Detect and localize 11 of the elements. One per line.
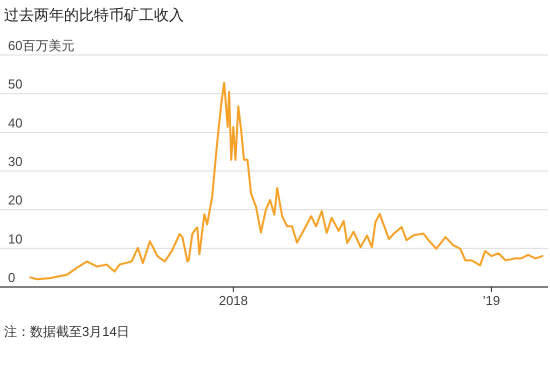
y-tick-label: 20: [8, 192, 22, 208]
y-tick-label: 0: [8, 270, 16, 285]
x-tick-label: ’19: [482, 293, 500, 308]
y-tick-label: 10: [8, 231, 22, 246]
y-tick-label: 60百万美元: [8, 38, 74, 53]
y-tick-label: 50: [8, 76, 22, 92]
chart-title: 过去两年的比特币矿工收入: [4, 7, 184, 24]
y-tick-label: 30: [8, 154, 22, 169]
text: 注：数据截至3月14日: [4, 324, 130, 339]
x-tick-label: 2018: [218, 293, 248, 308]
y-tick-label: 40: [8, 115, 22, 130]
